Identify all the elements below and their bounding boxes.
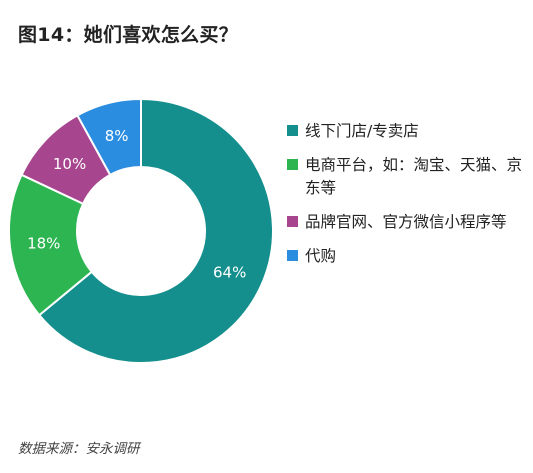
legend-swatch [287, 159, 298, 170]
data-source-note: 数据来源：安永调研 [18, 441, 140, 457]
legend-item: 线下门店/专卖店 [287, 120, 527, 143]
chart-legend: 线下门店/专卖店电商平台，如：淘宝、天猫、京东等品牌官网、官方微信小程序等 代购 [287, 120, 527, 279]
slice-value-label: 64% [213, 264, 246, 282]
legend-label: 品牌官网、官方微信小程序等 [305, 213, 507, 231]
chart-title: 图14：她们喜欢怎么买？ [18, 24, 239, 46]
donut-slice [76, 97, 142, 177]
slice-value-label: 8% [105, 127, 129, 145]
slice-value-label: 18% [27, 234, 60, 252]
legend-swatch [287, 125, 298, 136]
legend-label: 代购 [305, 247, 337, 265]
slice-value-label: 10% [53, 155, 86, 173]
donut-chart: 64% 18% 10% 8% [8, 97, 274, 364]
donut-slice [37, 97, 274, 364]
donut-slice [8, 173, 94, 317]
legend-item: 电商平台，如：淘宝、天猫、京东等 [287, 154, 527, 200]
legend-label: 线下门店/专卖店 [305, 122, 419, 140]
legend-label: 电商平台，如：淘宝、天猫、京东等 [305, 156, 523, 197]
legend-item: 品牌官网、官方微信小程序等 [287, 211, 527, 234]
legend-item: 代购 [287, 245, 527, 268]
legend-swatch [287, 250, 298, 261]
legend-swatch [287, 216, 298, 227]
